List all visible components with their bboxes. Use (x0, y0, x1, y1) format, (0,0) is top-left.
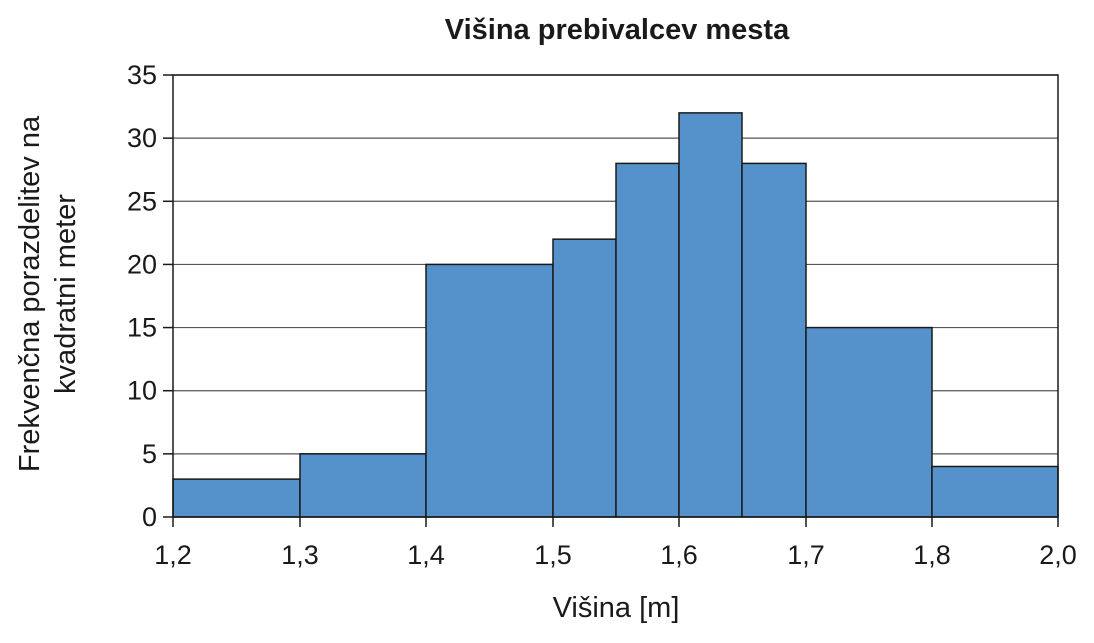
y-tick-label: 30 (127, 123, 157, 153)
x-tick-label: 1,5 (534, 540, 572, 570)
histogram-bar (425, 263, 554, 518)
histogram-bar (931, 465, 1059, 518)
x-axis-label: Višina [m] (552, 592, 680, 624)
x-tick-label: 1,2 (154, 540, 192, 570)
histogram-bar (299, 453, 427, 518)
y-tick-label: 0 (142, 502, 157, 532)
x-tick-label: 1,8 (913, 540, 951, 570)
x-tick-label: 2,0 (1039, 540, 1077, 570)
histogram-bar (552, 238, 617, 518)
y-tick-label: 10 (127, 376, 157, 406)
y-tick-label: 15 (127, 313, 157, 343)
x-tick-label: 1,6 (660, 540, 698, 570)
bars (172, 112, 1059, 518)
y-tick-label: 25 (127, 186, 157, 216)
histogram-bar (741, 162, 807, 518)
histogram-bar (678, 112, 743, 518)
histogram-bar (615, 162, 680, 518)
x-tick-label: 1,4 (407, 540, 445, 570)
x-tick-label: 1,3 (281, 540, 319, 570)
y-tick-label: 35 (127, 60, 157, 90)
histogram-bar (805, 326, 933, 518)
histogram-bar (172, 478, 301, 518)
y-tick-label: 5 (142, 439, 157, 469)
plot-frame (172, 74, 1059, 518)
axes (163, 74, 1059, 527)
chart-title: Višina prebivalcev mesta (444, 14, 790, 46)
y-tick-label: 20 (127, 249, 157, 279)
tick-labels: 0 5 10 15 20 25 30 35 1,2 1,3 1,4 1,5 1,6 1,7 1,8 2,0 (127, 60, 1077, 570)
x-tick-label: 1,7 (787, 540, 825, 570)
